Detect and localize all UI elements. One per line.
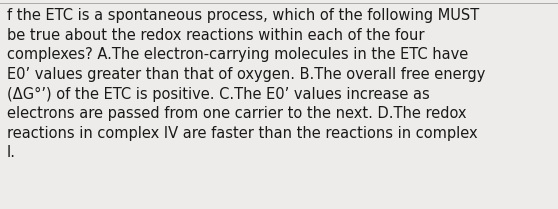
Text: f the ETC is a spontaneous process, which of the following MUST
be true about th: f the ETC is a spontaneous process, whic… — [7, 8, 485, 160]
